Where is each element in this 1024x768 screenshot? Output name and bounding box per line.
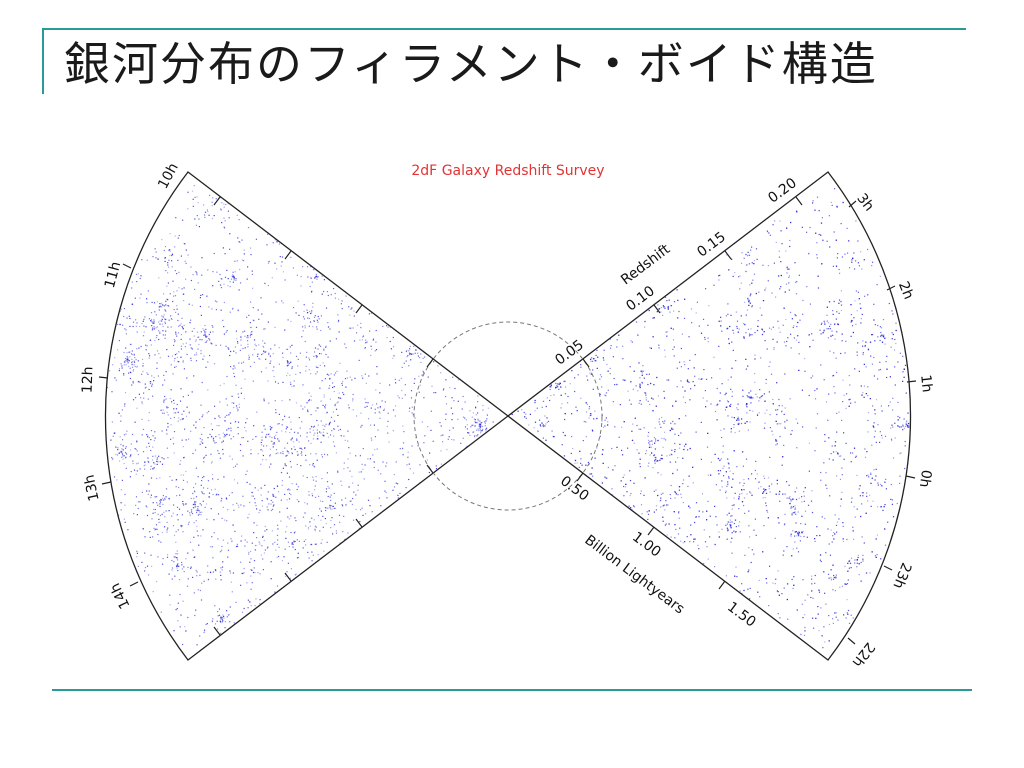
distance-tick-1.00: 1.00 <box>629 529 664 561</box>
ra-label-12h: 12h <box>80 366 97 393</box>
redshift-tick-0.15: 0.15 <box>694 229 729 261</box>
edge-ticks <box>213 196 803 636</box>
right-wedge <box>506 171 912 661</box>
title-frame <box>42 28 966 94</box>
redshift-axis: Redshift 0.05 0.10 0.15 0.20 <box>552 175 800 369</box>
right-ra-labels: 3h 2h 1h 0h 23h 22h <box>849 191 935 670</box>
ra-label-2h: 2h <box>895 279 916 301</box>
ra-label-13h: 13h <box>81 473 102 502</box>
survey-title: 2dF Galaxy Redshift Survey <box>411 163 604 179</box>
distance-axis: Billion Lightyears 0.50 1.00 1.50 <box>557 473 759 631</box>
left-wedge-outline <box>104 171 510 661</box>
slide-title: 銀河分布のフィラメント・ボイド構造 <box>64 37 878 91</box>
left-wedge-galaxies <box>106 179 506 646</box>
right-wedge-galaxies <box>511 188 911 649</box>
ra-label-22h: 22h <box>849 639 878 670</box>
left-ra-labels: 10h 11h 12h 13h 14h <box>80 161 182 612</box>
ra-label-11h: 11h <box>102 260 124 290</box>
ra-label-0h: 0h <box>916 469 934 489</box>
redshift-axis-label: Redshift <box>618 241 673 288</box>
bottom-rule <box>52 689 972 691</box>
ra-label-14h: 14h <box>107 580 133 611</box>
ra-label-23h: 23h <box>889 560 914 591</box>
ra-label-1h: 1h <box>917 374 935 393</box>
arc-ticks <box>98 200 917 645</box>
redshift-tick-0.10: 0.10 <box>623 283 658 315</box>
redshift-tick-0.05: 0.05 <box>552 337 587 369</box>
right-wedge-outline <box>506 171 912 661</box>
distance-tick-0.50: 0.50 <box>557 473 592 505</box>
ra-label-3h: 3h <box>853 191 877 215</box>
center-dashed-circle <box>413 321 603 511</box>
left-wedge <box>104 171 510 661</box>
redshift-tick-0.20: 0.20 <box>765 175 800 207</box>
